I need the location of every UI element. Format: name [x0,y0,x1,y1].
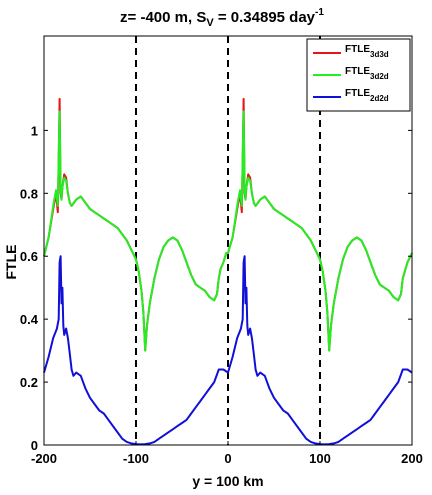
title-main: z= -400 m, S [120,9,206,26]
x-tick-label: -200 [31,451,57,466]
x-axis-label: y = 100 km [192,473,263,489]
y-tick-label: 0 [31,438,38,453]
y-tick-label: 0.6 [20,249,38,264]
chart-title: z= -400 m, SV = 0.34895 day-1 [120,7,324,29]
y-tick-label: 1 [31,123,38,138]
x-tick-label: -100 [123,451,149,466]
series-line-2d2d [43,255,413,446]
title-rest: = 0.34895 day [214,9,316,26]
x-tick-label: 100 [309,451,331,466]
legend-label: FTLE2d2d [345,88,389,103]
legend-label: FTLE3d2d [345,66,389,81]
plot-area: -200 -100 0 100 200 0 0.2 0.4 0.6 0.8 1 FTLE3d3d FTL… [20,35,423,466]
y-tick-label: 0.8 [20,186,38,201]
title-subscript: V [206,17,214,29]
x-tick-label: 200 [401,451,423,466]
y-axis-label: FTLE [3,245,19,280]
title-superscript: -1 [315,7,324,18]
y-tick-label: 0.4 [20,312,39,327]
legend-label: FTLE3d3d [345,44,389,59]
x-tick-label: 0 [224,451,231,466]
y-tick-label: 0.2 [20,375,38,390]
series-line-3d2d [43,110,413,352]
